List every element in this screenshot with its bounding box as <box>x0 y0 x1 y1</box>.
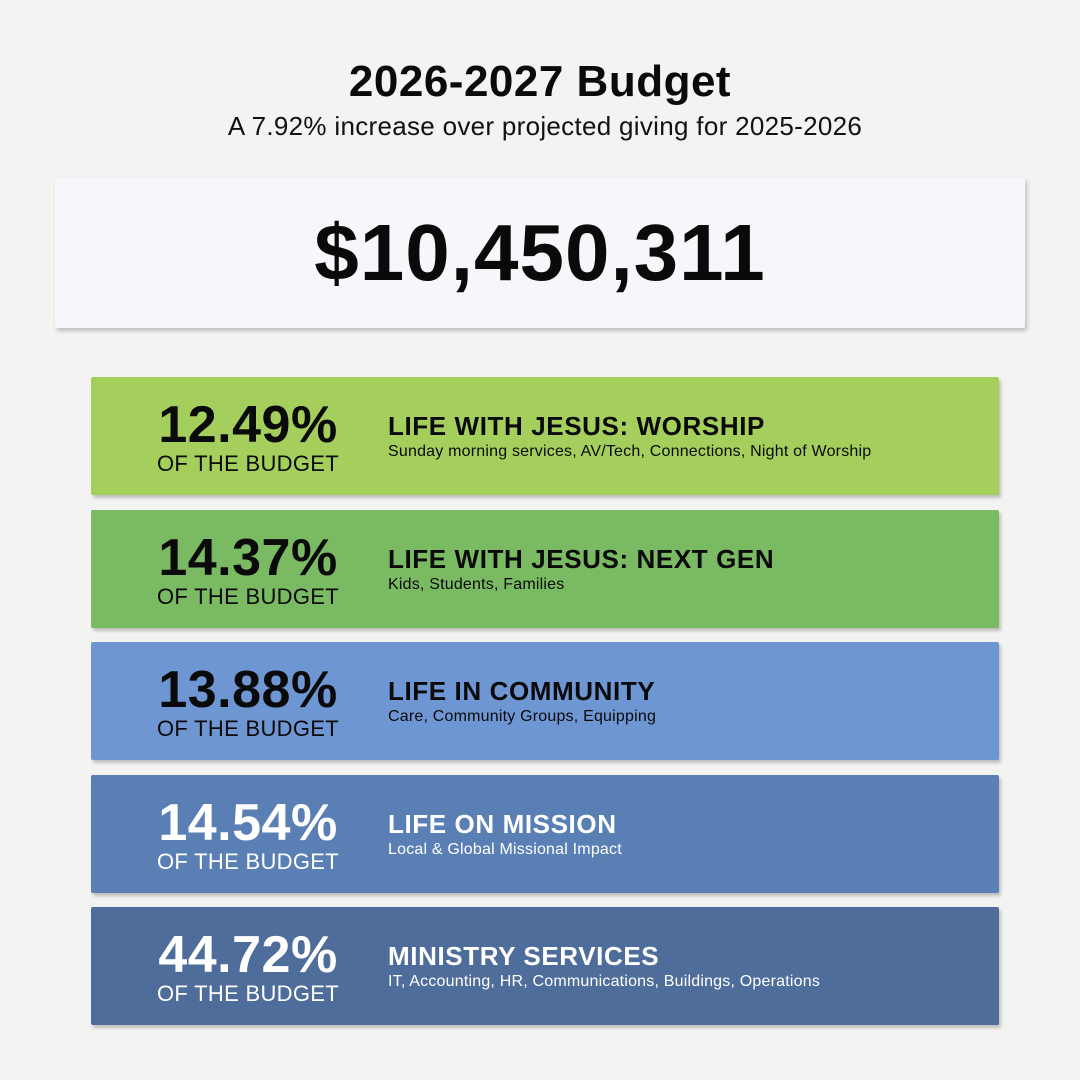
category-percent-caption: OF THE BUDGET <box>157 451 339 476</box>
category-percent-block: 12.49% OF THE BUDGET <box>91 377 405 495</box>
total-budget-card: $10,450,311 <box>55 178 1025 328</box>
category-percent-block: 13.88% OF THE BUDGET <box>91 642 405 760</box>
category-percent-block: 14.54% OF THE BUDGET <box>91 775 405 893</box>
page-subtitle: A 7.92% increase over projected giving f… <box>227 111 863 141</box>
category-percent-caption: OF THE BUDGET <box>157 716 339 741</box>
category-percent-block: 14.37% OF THE BUDGET <box>91 510 405 628</box>
category-description: Care, Community Groups, Equipping <box>388 708 657 725</box>
category-description: Kids, Students, Families <box>388 576 565 593</box>
category-percent-caption: OF THE BUDGET <box>157 981 339 1006</box>
category-percent-caption: OF THE BUDGET <box>157 584 339 609</box>
category-name: LIFE ON MISSION <box>388 809 617 839</box>
category-percent: 14.37% <box>158 529 338 587</box>
category-card-community: 13.88% OF THE BUDGET LIFE IN COMMUNITY C… <box>91 642 999 760</box>
category-percent: 13.88% <box>158 661 338 719</box>
category-percent-caption: OF THE BUDGET <box>157 849 339 874</box>
total-budget-amount: $10,450,311 <box>314 208 766 297</box>
category-name: LIFE IN COMMUNITY <box>388 676 656 706</box>
category-description: Sunday morning services, AV/Tech, Connec… <box>388 443 872 460</box>
category-percent: 44.72% <box>158 926 338 984</box>
category-name: LIFE WITH JESUS: WORSHIP <box>388 411 765 441</box>
category-description: IT, Accounting, HR, Communications, Buil… <box>388 973 821 990</box>
category-percent-block: 44.72% OF THE BUDGET <box>91 907 405 1025</box>
category-description: Local & Global Missional Impact <box>388 841 622 858</box>
page-title: 2026-2027 Budget <box>348 57 732 106</box>
category-card-ministry-services: 44.72% OF THE BUDGET MINISTRY SERVICES I… <box>91 907 999 1025</box>
category-percent: 12.49% <box>158 396 338 454</box>
category-card-next-gen: 14.37% OF THE BUDGET LIFE WITH JESUS: NE… <box>91 510 999 628</box>
category-name: LIFE WITH JESUS: NEXT GEN <box>388 544 775 574</box>
category-card-worship: 12.49% OF THE BUDGET LIFE WITH JESUS: WO… <box>91 377 999 495</box>
category-card-mission: 14.54% OF THE BUDGET LIFE ON MISSION Loc… <box>91 775 999 893</box>
category-name: MINISTRY SERVICES <box>388 941 660 971</box>
category-percent: 14.54% <box>158 794 338 852</box>
